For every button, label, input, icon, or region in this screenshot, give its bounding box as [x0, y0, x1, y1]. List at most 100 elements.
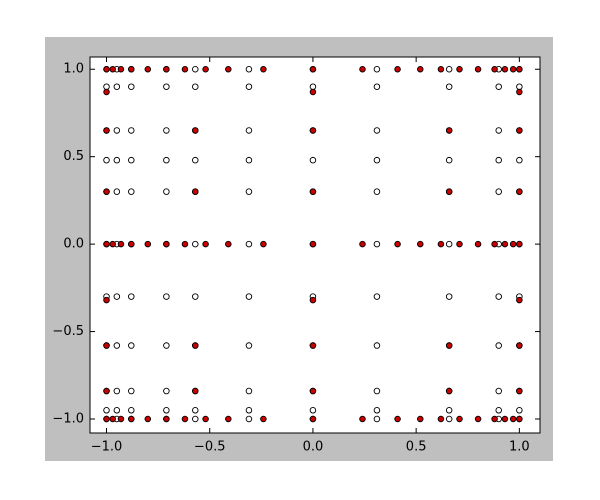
point: [103, 65, 110, 73]
point: [128, 127, 135, 134]
point: [445, 156, 453, 164]
point: [516, 407, 523, 414]
point: [309, 83, 317, 90]
point: [245, 83, 253, 90]
point: [113, 156, 121, 164]
point: [359, 240, 366, 248]
point: [445, 83, 453, 90]
point: [163, 83, 170, 90]
point: [495, 127, 502, 134]
point: [437, 415, 445, 423]
point: [373, 240, 381, 248]
point: [103, 156, 110, 164]
point: [245, 293, 253, 300]
point: [144, 240, 152, 248]
point: [117, 415, 125, 423]
point: [491, 240, 498, 248]
point: [516, 83, 523, 90]
point: [192, 83, 199, 90]
point: [245, 127, 253, 134]
y-tick-label: 0.5: [63, 149, 84, 164]
point: [417, 415, 424, 423]
point: [309, 407, 317, 414]
point: [225, 415, 232, 423]
point: [113, 293, 121, 300]
point: [309, 342, 317, 349]
point: [445, 293, 453, 300]
point: [516, 65, 523, 73]
point: [245, 240, 253, 248]
point: [516, 188, 523, 195]
point: [113, 407, 121, 414]
point: [394, 65, 401, 73]
point: [516, 387, 523, 395]
point: [260, 65, 267, 73]
point: [309, 65, 317, 73]
point: [128, 293, 135, 300]
point: [113, 188, 121, 195]
point: [192, 156, 199, 164]
point: [501, 240, 509, 248]
point: [163, 156, 170, 164]
point: [394, 240, 401, 248]
point: [245, 387, 253, 395]
point: [181, 240, 189, 248]
point: [309, 88, 317, 96]
y-tick-label: −0.5: [52, 324, 84, 339]
point: [495, 293, 502, 300]
point: [417, 65, 424, 73]
point: [516, 127, 523, 134]
point: [456, 240, 463, 248]
point: [445, 342, 453, 349]
point: [474, 415, 482, 423]
point: [163, 387, 170, 395]
point: [373, 83, 381, 90]
point: [445, 415, 453, 423]
point: [456, 415, 463, 423]
point: [417, 240, 424, 248]
point: [373, 65, 381, 73]
point: [245, 415, 253, 423]
y-tick-label: −1.0: [52, 412, 84, 427]
point: [103, 415, 110, 423]
point: [245, 342, 253, 349]
point: [309, 415, 317, 423]
point: [373, 188, 381, 195]
point: [202, 415, 209, 423]
point: [516, 88, 523, 96]
point: [225, 65, 232, 73]
point: [474, 65, 482, 73]
point: [437, 240, 445, 248]
point: [516, 240, 523, 248]
point: [359, 65, 366, 73]
point: [474, 240, 482, 248]
point: [109, 240, 116, 248]
point: [103, 407, 110, 414]
point: [373, 415, 381, 423]
point: [509, 65, 517, 73]
point: [103, 83, 110, 90]
point: [495, 387, 502, 395]
point: [373, 127, 381, 134]
point: [103, 88, 110, 96]
point: [103, 387, 110, 395]
point: [103, 342, 110, 349]
y-tick-label: 0.0: [63, 237, 84, 252]
point: [103, 240, 110, 248]
x-tick-label: −1.0: [91, 440, 123, 455]
point: [516, 156, 523, 164]
point: [128, 83, 135, 90]
x-tick-label: −0.5: [194, 440, 226, 455]
point: [359, 415, 366, 423]
y-tick-label: 1.0: [63, 62, 84, 77]
point: [491, 65, 498, 73]
point: [128, 156, 135, 164]
point: [128, 387, 135, 395]
point: [163, 293, 170, 300]
point: [163, 342, 170, 349]
point: [109, 65, 116, 73]
point: [245, 407, 253, 414]
point: [373, 387, 381, 395]
point: [113, 127, 121, 134]
point: [373, 293, 381, 300]
